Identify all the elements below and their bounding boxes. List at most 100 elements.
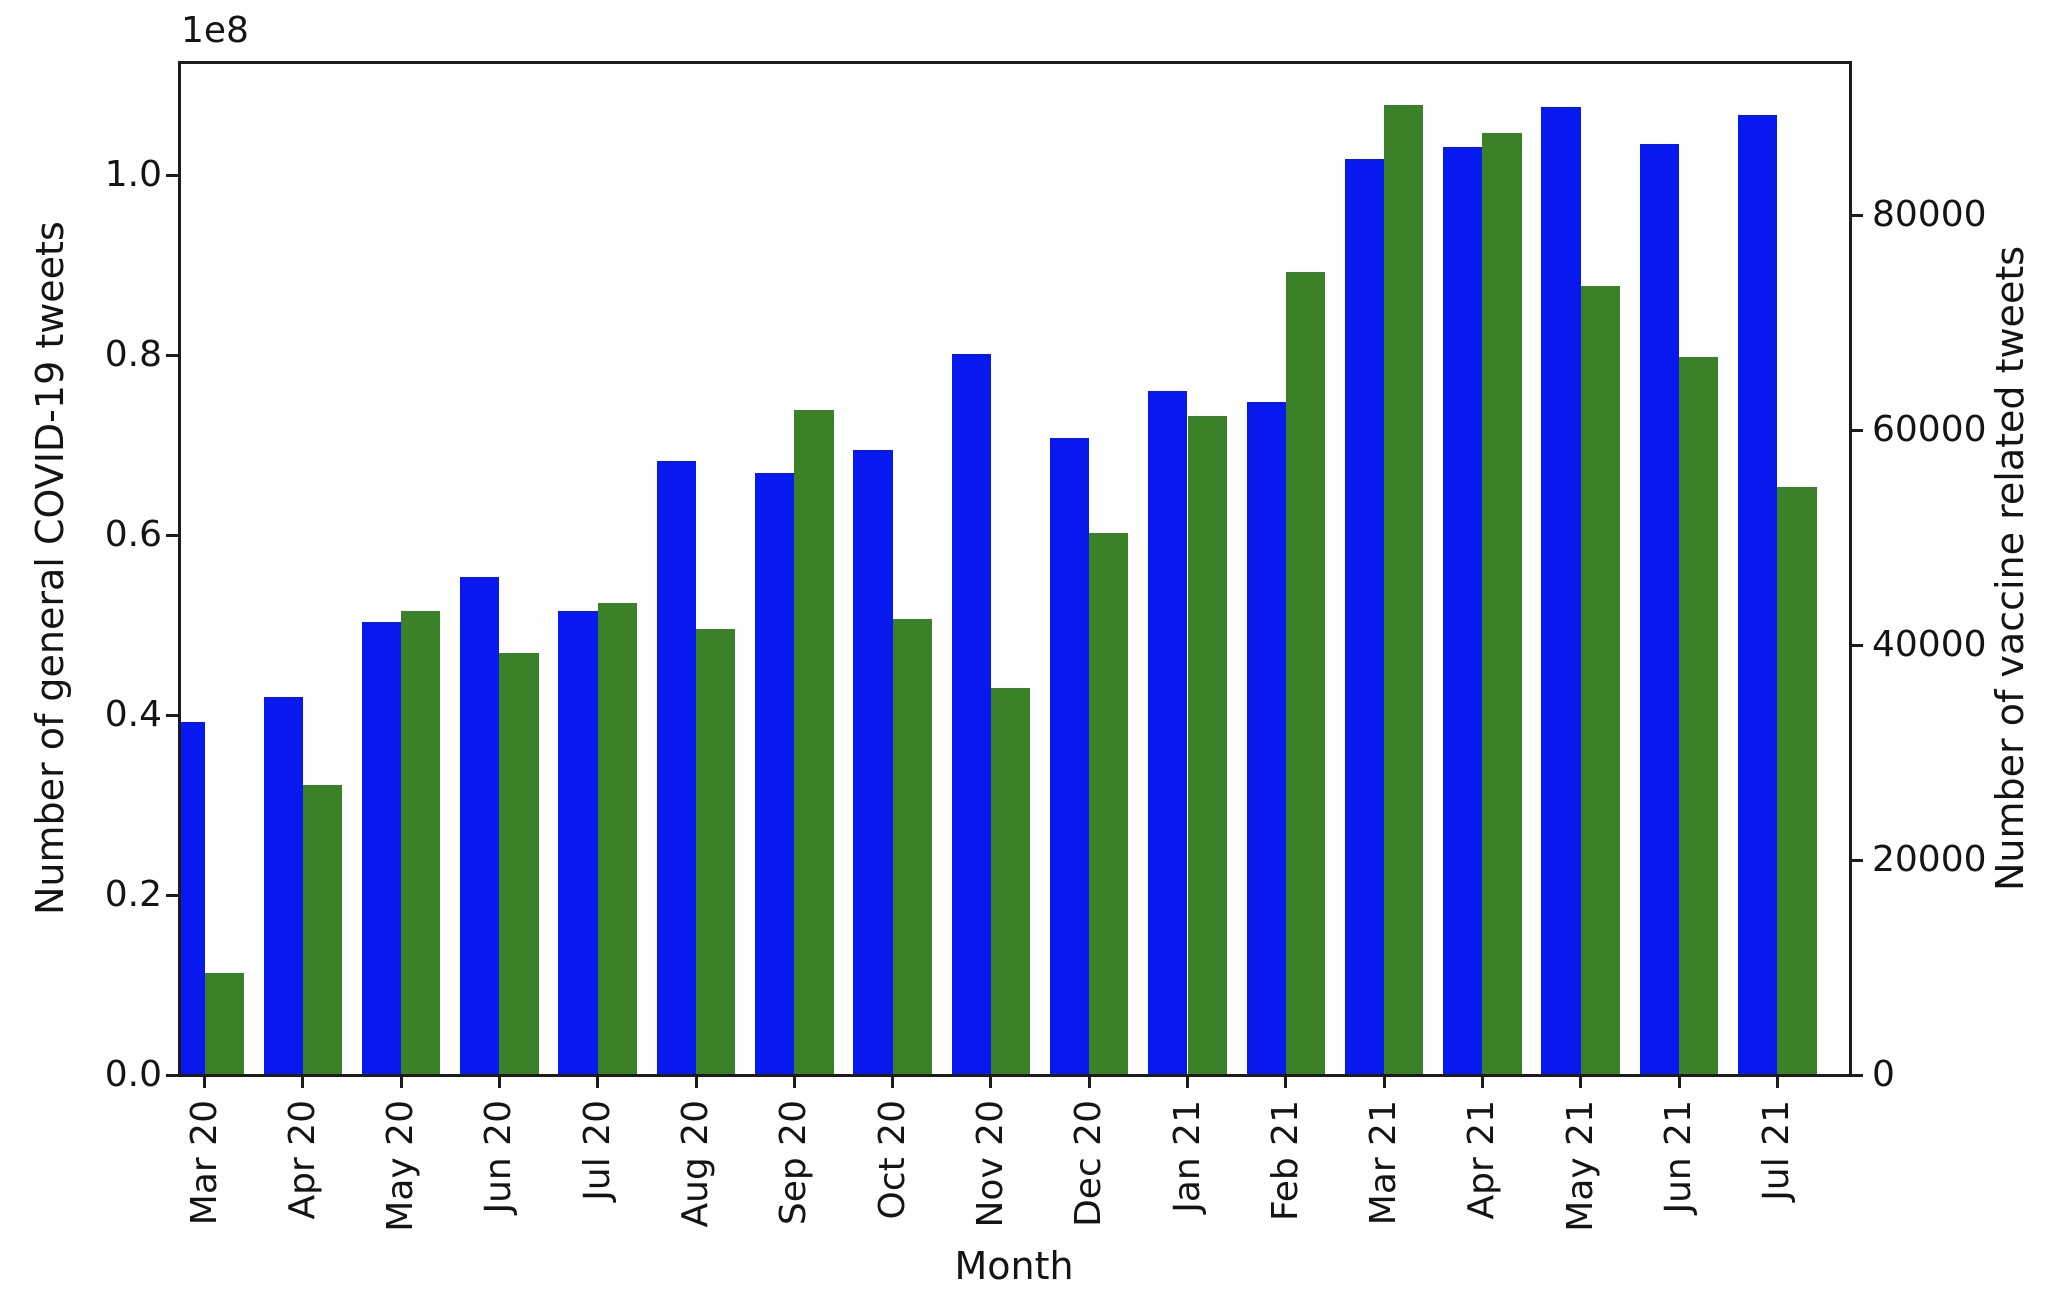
covid-bar: [179, 722, 205, 1075]
covid-bar: [656, 461, 696, 1075]
covid-bar: [951, 354, 991, 1075]
vaccine-bar: [204, 972, 244, 1075]
plot-spine-left: [177, 60, 181, 1077]
x-tick: [596, 1075, 600, 1088]
covid-bar: [1246, 401, 1286, 1075]
x-tick: [399, 1075, 403, 1088]
x-tick-label: Dec 20: [1068, 1100, 1110, 1227]
covid-bar: [1344, 158, 1385, 1075]
covid-bar: [1738, 114, 1778, 1075]
x-tick-label: Sep 20: [773, 1100, 815, 1226]
vaccine-bar: [1187, 416, 1227, 1075]
vaccine-bar: [1384, 105, 1424, 1075]
x-tick-label: Apr 20: [281, 1100, 323, 1220]
covid-bar: [1443, 147, 1483, 1075]
x-tick: [1480, 1075, 1484, 1088]
vaccine-bar: [696, 628, 736, 1075]
covid-bar: [460, 577, 500, 1075]
vaccine-bar: [1089, 533, 1129, 1075]
covid-bar: [1639, 144, 1679, 1075]
vaccine-bar: [892, 619, 932, 1075]
y-tick-label-left: 0.0: [104, 1054, 162, 1095]
x-tick-label: Jul 20: [576, 1100, 618, 1201]
vaccine-bar: [597, 603, 637, 1075]
vaccine-bar: [499, 652, 539, 1075]
x-tick-label: Mar 20: [183, 1100, 225, 1226]
x-tick: [301, 1075, 305, 1088]
x-tick: [1284, 1075, 1288, 1088]
vaccine-bar: [302, 784, 343, 1075]
x-tick: [792, 1075, 796, 1088]
x-tick: [1579, 1075, 1583, 1088]
plot-spine-top: [177, 60, 1852, 64]
y-tick-right: [1850, 428, 1863, 432]
x-tick-label: May 20: [380, 1100, 422, 1232]
plot-spine-right: [1848, 60, 1852, 1077]
covid-bar: [755, 472, 795, 1075]
y-tick-right: [1850, 643, 1863, 647]
x-tick-label: Mar 21: [1363, 1100, 1405, 1226]
y-tick-right: [1850, 213, 1863, 217]
x-tick-label: Jan 21: [1166, 1100, 1208, 1213]
x-tick-label: Feb 21: [1264, 1100, 1306, 1221]
right-axis-title: Number of vaccine related tweets: [1988, 245, 2032, 892]
plot-area: [179, 62, 1850, 1075]
x-tick-label: Aug 20: [675, 1100, 716, 1228]
covid-bar: [853, 450, 893, 1075]
vaccine-bar: [1482, 133, 1522, 1075]
covid-bar: [263, 697, 303, 1075]
vaccine-bar: [794, 409, 834, 1075]
x-tick: [1186, 1075, 1189, 1088]
y-tick-label-right: 40000: [1872, 624, 1987, 665]
x-tick-label: Nov 20: [969, 1100, 1011, 1228]
x-tick: [989, 1075, 993, 1088]
y-tick-label-left: 1.0: [104, 154, 162, 196]
x-axis-title: Month: [954, 1244, 1074, 1288]
vaccine-bar: [1777, 486, 1817, 1075]
x-tick: [1775, 1075, 1779, 1088]
y-tick-left: [166, 353, 179, 357]
left-axis-title: Number of general COVID-19 tweets: [28, 221, 72, 916]
y-tick-left: [166, 713, 179, 717]
covid-bar: [558, 610, 598, 1075]
x-tick: [1087, 1075, 1091, 1088]
covid-bar: [1148, 391, 1188, 1075]
y-tick-label-left: 0.6: [104, 514, 162, 556]
vaccine-bar: [1679, 356, 1719, 1075]
covid-bar: [1049, 437, 1090, 1075]
y-tick-label-left: 0.4: [104, 694, 162, 735]
y-tick-left: [166, 893, 179, 897]
y-tick-right: [1850, 1073, 1863, 1077]
y-tick-left: [166, 173, 179, 177]
y-tick-label-right: 0: [1872, 1054, 1895, 1095]
vaccine-bar: [1580, 285, 1620, 1075]
x-tick: [1677, 1075, 1681, 1088]
y-tick-left: [166, 533, 179, 537]
y-tick-right: [1850, 858, 1863, 862]
vaccine-bar: [1285, 271, 1326, 1075]
y-tick-label-left: 0.2: [104, 874, 162, 915]
left-axis-offset-text: 1e8: [181, 10, 249, 51]
x-tick-label: Jul 21: [1756, 1100, 1798, 1201]
x-tick-label: Jun 20: [478, 1100, 520, 1214]
x-tick-label: Jun 21: [1658, 1100, 1699, 1214]
x-tick: [891, 1075, 895, 1088]
x-tick: [203, 1075, 206, 1088]
y-tick-label-right: 20000: [1872, 839, 1987, 880]
covid-bar: [361, 622, 402, 1075]
covid-bar: [1541, 106, 1581, 1075]
x-tick-label: Apr 21: [1461, 1100, 1503, 1220]
x-tick-label: May 21: [1559, 1100, 1601, 1232]
y-tick-left: [166, 1073, 179, 1077]
y-tick-label-right: 80000: [1872, 194, 1987, 235]
vaccine-bar: [990, 688, 1031, 1075]
x-tick-label: Oct 20: [871, 1100, 913, 1220]
vaccine-bar: [401, 610, 441, 1075]
x-tick: [497, 1075, 501, 1088]
y-tick-label-left: 0.8: [104, 334, 162, 376]
x-tick: [1382, 1075, 1386, 1088]
y-tick-label-right: 60000: [1872, 409, 1987, 450]
x-tick: [694, 1075, 698, 1088]
plot-spine-bottom: [177, 1073, 1852, 1077]
